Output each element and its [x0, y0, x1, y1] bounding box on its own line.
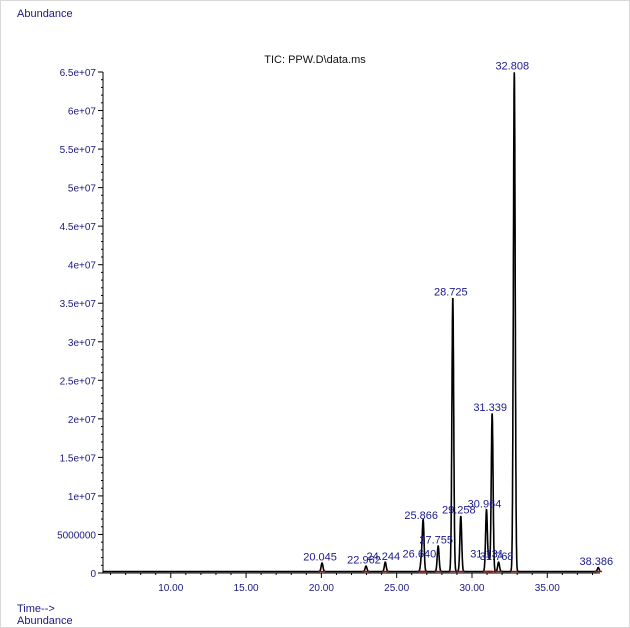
peak-label: 28.725 [434, 286, 468, 298]
chart-title: TIC: PPW.D\data.ms [264, 54, 366, 66]
peak-label: 26.640 [403, 548, 437, 560]
tic-trace [103, 72, 601, 573]
y-tick-label: 6.5e+07 [60, 68, 97, 79]
y-tick-label: 4e+07 [68, 261, 97, 272]
y-tick-label: 5000000 [57, 530, 96, 541]
y-tick-label: 6e+07 [68, 107, 97, 118]
y-tick-label: 1e+07 [68, 492, 97, 503]
peak-label: 27.755 [419, 535, 453, 547]
peak-label: 20.045 [303, 552, 337, 564]
x-tick-label: 15.00 [234, 583, 259, 594]
peak-label: 25.866 [404, 510, 438, 522]
x-tick-label: 35.00 [535, 583, 560, 594]
y-tick-label: 3.5e+07 [60, 299, 97, 310]
x-tick-label: 30.00 [459, 583, 484, 594]
y-tick-label: 3e+07 [68, 338, 97, 349]
peak-label: 31.339 [473, 402, 507, 414]
x-axis-label-secondary: Abundance [17, 615, 73, 627]
peak-label: 30.964 [468, 498, 502, 510]
y-tick-label: 4.5e+07 [60, 222, 97, 233]
peak-label: 22.962 [347, 555, 381, 567]
peak-label: 24.244 [366, 551, 400, 563]
peak-label: 38.386 [579, 556, 613, 568]
y-axis-label: Abundance [17, 8, 73, 20]
x-axis-label: Time--> [17, 603, 55, 615]
x-tick-label: 25.00 [384, 583, 409, 594]
peak-label: 31.768 [480, 551, 514, 563]
y-tick-label: 0 [90, 569, 96, 580]
y-tick-label: 1.5e+07 [60, 453, 97, 464]
x-tick-label: 20.00 [309, 583, 334, 594]
peak-label: 31.131 [470, 548, 504, 560]
y-tick-label: 2.5e+07 [60, 376, 97, 387]
x-tick-label: 10.00 [158, 583, 183, 594]
y-tick-label: 5e+07 [68, 184, 97, 195]
peak-label: 32.808 [495, 61, 529, 73]
peak-label: 29.258 [442, 505, 476, 517]
y-tick-label: 5.5e+07 [60, 145, 97, 156]
y-tick-label: 2e+07 [68, 415, 97, 426]
